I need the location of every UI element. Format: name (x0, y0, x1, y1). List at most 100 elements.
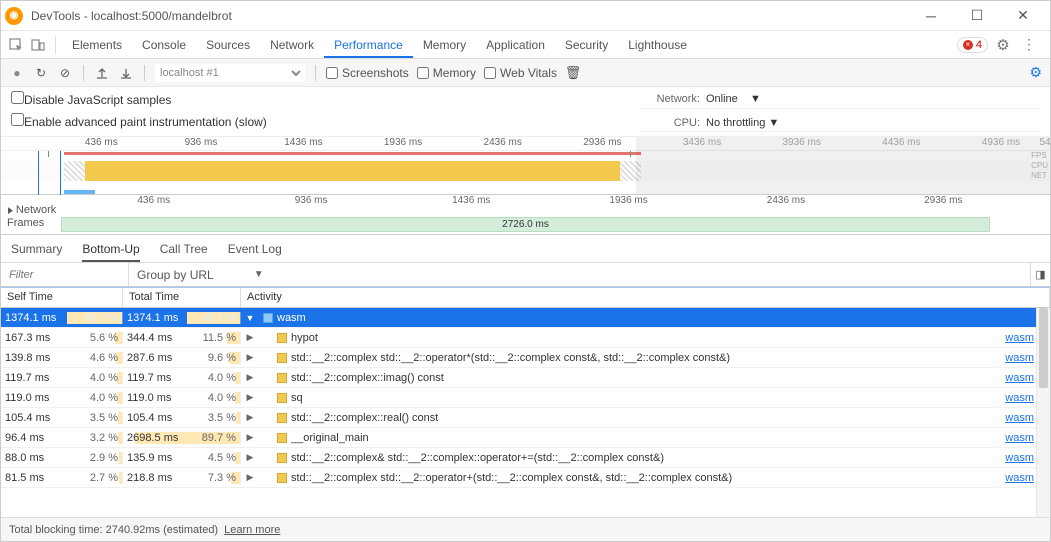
scrollbar-thumb[interactable] (1039, 308, 1048, 388)
status-text: Total blocking time: 2740.92ms (estimate… (9, 524, 218, 536)
expand-icon[interactable]: ▼ (245, 313, 255, 323)
col-activity[interactable]: Activity (241, 288, 1050, 307)
overview-lane-labels: FPS CPU NET (1031, 151, 1048, 180)
expand-icon[interactable]: ▶ (245, 372, 255, 383)
activity-name: std::__2::complex std::__2::operator+(st… (291, 472, 732, 484)
tick-label: 936 ms (295, 195, 328, 206)
activity-name: std::__2::complex& std::__2::complex::op… (291, 452, 664, 464)
overview-marker (48, 151, 49, 157)
reload-button[interactable]: ↻ (33, 65, 49, 81)
save-button[interactable] (118, 65, 134, 81)
maximize-button[interactable]: ☐ (954, 1, 1000, 31)
expand-icon[interactable]: ▶ (245, 352, 255, 363)
tick-label: 436 ms (137, 195, 170, 206)
load-button[interactable] (94, 65, 110, 81)
cpu-select[interactable]: No throttling ▼ (706, 117, 779, 129)
memory-checkbox[interactable]: Memory (417, 66, 476, 80)
table-row[interactable]: 119.0 ms4.0 %119.0 ms4.0 %▶sqwasm (1, 388, 1050, 408)
table-row[interactable]: 119.7 ms4.0 %119.7 ms4.0 %▶std::__2::com… (1, 368, 1050, 388)
tab-security[interactable]: Security (555, 32, 618, 58)
device-icon[interactable] (27, 34, 49, 56)
scrollbar[interactable] (1036, 308, 1050, 517)
filter-row: Group by URL▼ ◨ (1, 263, 1050, 287)
more-icon[interactable]: ⋮ (1018, 34, 1040, 56)
table-header: Self Time Total Time Activity (1, 288, 1050, 308)
tab-elements[interactable]: Elements (62, 32, 132, 58)
network-label: Network: (640, 93, 700, 105)
disable-js-checkbox[interactable]: Disable JavaScript samples (11, 91, 620, 107)
subtab-call-tree[interactable]: Call Tree (160, 236, 208, 262)
col-self-time[interactable]: Self Time (1, 288, 123, 307)
activity-color-box (277, 373, 287, 383)
detail-timeline[interactable]: 436 ms936 ms1436 ms1936 ms2436 ms2936 ms… (1, 195, 1050, 235)
activity-name: std::__2::complex::real() const (291, 412, 438, 424)
expand-icon[interactable]: ▶ (245, 472, 255, 483)
cpu-label: CPU: (640, 117, 700, 129)
clear-button[interactable]: ⊘ (57, 65, 73, 81)
activity-color-box (277, 433, 287, 443)
error-icon: × (963, 40, 973, 50)
col-total-time[interactable]: Total Time (123, 288, 241, 307)
tab-console[interactable]: Console (132, 32, 196, 58)
overview-shade (636, 137, 1050, 194)
tab-memory[interactable]: Memory (413, 32, 476, 58)
frames-total: 2726.0 ms (61, 217, 990, 232)
table-row[interactable]: 96.4 ms3.2 %2698.5 ms89.7 %▶__original_m… (1, 428, 1050, 448)
close-button[interactable]: ✕ (1000, 1, 1046, 31)
settings-icon[interactable]: ⚙ (992, 34, 1014, 56)
record-button[interactable]: ● (9, 65, 25, 81)
screenshots-checkbox[interactable]: Screenshots (326, 66, 409, 80)
toolbar-separator-3 (315, 65, 316, 81)
window-controls: ─ ☐ ✕ (908, 1, 1046, 31)
target-select[interactable]: localhost #1 (155, 64, 305, 82)
toggle-details-icon[interactable]: ◨ (1030, 263, 1050, 286)
table-row[interactable]: 88.0 ms2.9 %135.9 ms4.5 %▶std::__2::comp… (1, 448, 1050, 468)
frames-track-label: Frames (7, 217, 48, 229)
tab-separator (55, 36, 56, 54)
subtab-summary[interactable]: Summary (11, 236, 62, 262)
trash-button[interactable]: 🗑 (565, 65, 581, 81)
expand-icon[interactable]: ▶ (245, 332, 255, 343)
table-row[interactable]: 167.3 ms5.6 %344.4 ms11.5 %▶hypotwasm (1, 328, 1050, 348)
webvitals-checkbox[interactable]: Web Vitals (484, 66, 557, 80)
expand-icon[interactable]: ▶ (245, 392, 255, 403)
network-track-label[interactable]: ▶Network (7, 204, 56, 216)
subtab-bottom-up[interactable]: Bottom-Up (82, 236, 139, 262)
minimize-button[interactable]: ─ (908, 1, 954, 31)
perf-subtabs: Summary Bottom-Up Call Tree Event Log (1, 235, 1050, 263)
inspect-icon[interactable] (5, 34, 27, 56)
group-by-select[interactable]: Group by URL▼ (129, 268, 272, 282)
activity-name: std::__2::complex std::__2::operator*(st… (291, 352, 730, 364)
perf-settings-icon[interactable]: ⚙ (1029, 64, 1042, 81)
expand-icon[interactable]: ▶ (245, 412, 255, 423)
tick-label: 1936 ms (609, 195, 647, 206)
tab-performance[interactable]: Performance (324, 32, 413, 58)
overview-timeline[interactable]: 436 ms936 ms1436 ms1936 ms2436 ms2936 ms… (1, 137, 1050, 195)
table-row[interactable]: 105.4 ms3.5 %105.4 ms3.5 %▶std::__2::com… (1, 408, 1050, 428)
expand-icon[interactable]: ▶ (245, 432, 255, 443)
table-row[interactable]: 81.5 ms2.7 %218.8 ms7.3 %▶std::__2::comp… (1, 468, 1050, 488)
expand-icon[interactable]: ▶ (245, 452, 255, 463)
filter-input[interactable] (1, 263, 129, 286)
table-row[interactable]: 1374.1 ms45.7 %1374.1 ms45.7 %▼wasm (1, 308, 1050, 328)
window-title: DevTools - localhost:5000/mandelbrot (31, 9, 908, 23)
tab-lighthouse[interactable]: Lighthouse (618, 32, 697, 58)
learn-more-link[interactable]: Learn more (224, 524, 280, 536)
error-badge[interactable]: × 4 (957, 37, 988, 53)
activity-color-box (277, 473, 287, 483)
table-row[interactable]: 139.8 ms4.6 %287.6 ms9.6 %▶std::__2::com… (1, 348, 1050, 368)
activity-color-box (277, 393, 287, 403)
tab-application[interactable]: Application (476, 32, 555, 58)
activity-name: std::__2::complex::imag() const (291, 372, 444, 384)
perf-options: Disable JavaScript samples Enable advanc… (1, 87, 1050, 137)
devtools-icon: ◉ (5, 7, 23, 25)
tab-sources[interactable]: Sources (196, 32, 260, 58)
error-count: 4 (976, 39, 982, 51)
network-select[interactable]: Online ▼ (706, 93, 761, 105)
enable-paint-checkbox[interactable]: Enable advanced paint instrumentation (s… (11, 113, 620, 129)
tick-label: 2936 ms (924, 195, 962, 206)
toolbar-separator-2 (144, 65, 145, 81)
subtab-event-log[interactable]: Event Log (228, 236, 282, 262)
activity-color-box (277, 333, 287, 343)
tab-network[interactable]: Network (260, 32, 324, 58)
